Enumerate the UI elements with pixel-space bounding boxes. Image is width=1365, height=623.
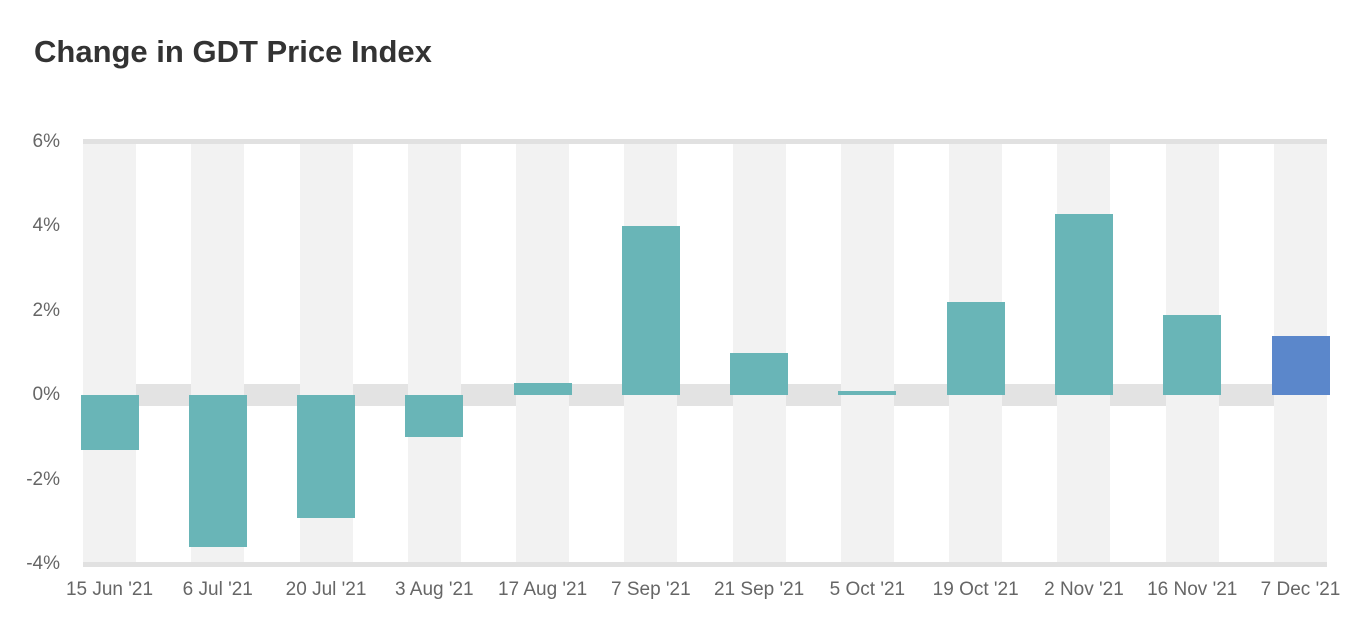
x-axis-label: 15 Jun '21 [65,579,154,600]
x-axis-label: 16 Nov '21 [1147,579,1238,600]
x-axis-label: 3 Aug '21 [394,579,474,600]
bar-6-jul-21[interactable] [188,395,247,548]
x-axis-label: 2 Nov '21 [1044,579,1124,600]
category-stripe [83,142,136,564]
bar-3-aug-21[interactable] [405,395,464,438]
y-axis-label: 2% [32,299,60,321]
category-stripe [407,142,461,564]
bar-7-sep-21[interactable] [621,226,680,396]
x-axis-label: 20 Jul '21 [285,579,367,600]
x-axis-label: 5 Oct '21 [829,579,906,600]
zero-gridline-band [83,384,1327,407]
x-axis-label: 21 Sep '21 [713,579,805,600]
category-stripe [516,142,570,564]
y-axis-label: -2% [26,468,60,490]
bar-20-jul-21[interactable] [297,395,356,518]
x-axis-label: 17 Aug '21 [497,579,588,600]
x-axis-label: 7 Dec '21 [1260,579,1341,600]
bar-15-jun-21[interactable] [80,395,139,451]
bar-2-nov-21[interactable] [1054,213,1113,396]
y-axis-label: 4% [32,215,60,237]
category-stripe [840,142,894,564]
bar-7-dec-21[interactable] [1271,336,1330,396]
x-axis-label: 19 Oct '21 [932,579,1019,600]
chart-title: Change in GDT Price Index [34,34,432,69]
gridline-bottom-minus4pct [83,562,1327,567]
bar-17-aug-21[interactable] [513,382,572,396]
x-axis-label: 7 Sep '21 [611,579,691,600]
y-axis-label: 6% [32,131,60,152]
y-axis-label: 0% [32,384,60,406]
bar-19-oct-21[interactable] [946,302,1005,396]
bar-16-nov-21[interactable] [1163,315,1222,396]
y-axis-label: -4% [26,553,60,574]
plot-area [80,139,1330,567]
bar-5-oct-21[interactable] [838,390,897,396]
gridline-top-6pct [83,139,1327,144]
x-axis-label: 6 Jul '21 [182,579,253,600]
bar-21-sep-21[interactable] [730,353,789,396]
